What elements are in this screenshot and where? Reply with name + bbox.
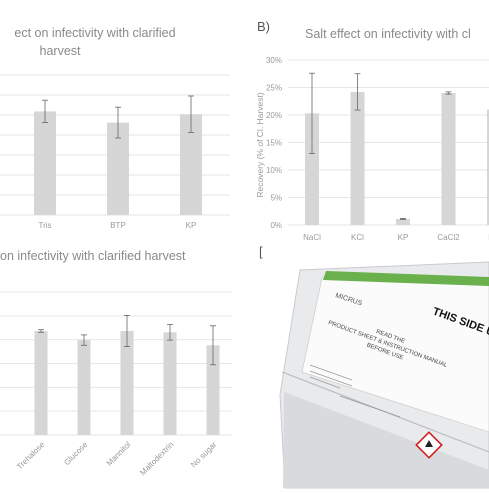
panel-b-ytick-label: 20% <box>266 111 282 120</box>
panel-c-chart: on infectivity with clarified harvest Tr… <box>0 249 232 477</box>
panel-a-category-label: BTP <box>110 221 126 230</box>
panel-c-bar <box>163 332 177 435</box>
panel-a-title-line1: ect on infectivity with clarified <box>14 26 175 40</box>
panel-c-category-label: Trehalose <box>15 440 47 472</box>
panel-a-bar <box>180 114 202 215</box>
panel-b-ytick-label: 30% <box>266 56 282 65</box>
panel-a-marks: Tris BTP KP <box>34 95 202 230</box>
box-address-text <box>309 364 401 418</box>
panel-d-letter: [ <box>259 244 263 259</box>
panel-b-bar <box>487 109 489 225</box>
panel-b-bar <box>350 91 365 226</box>
panel-b-ytick-label: 15% <box>266 139 282 148</box>
panel-b-bar <box>396 218 410 225</box>
panel-c-category-label: Maltodextrin <box>138 440 175 477</box>
panel-b-ytick-label: 25% <box>266 84 282 93</box>
panel-b-marks: 0%5%10%15%20%25%30%NaClKClKPCaCl2NH <box>266 56 489 242</box>
panel-b-category-label: KP <box>398 233 409 242</box>
panel-a-chart: ect on infectivity with clarified harves… <box>0 26 230 230</box>
panel-b-ylabel: Recovery (% of Cl. Harvest) <box>255 92 265 197</box>
panel-b-bar <box>305 113 319 225</box>
panel-c-title: on infectivity with clarified harvest <box>0 249 186 263</box>
panel-d-product-photo: [ MICRUS THIS SIDE U READ THE PRODUCT SH… <box>259 244 489 489</box>
panel-a-category-label: KP <box>186 221 197 230</box>
panel-a-bar <box>34 111 56 215</box>
panel-c-bar <box>206 345 220 435</box>
panel-c-category-label: Mannitol <box>105 440 133 468</box>
panel-c-category-label: No sugar <box>189 440 219 470</box>
panel-a-title-line2: harvest <box>40 44 82 58</box>
panel-b-chart: B) Salt effect on infectivity with cl Re… <box>255 19 489 242</box>
panel-b-bar <box>441 93 456 225</box>
panel-b-category-label: NaCl <box>303 233 321 242</box>
panel-c-bar <box>77 340 91 435</box>
panel-b-ytick-label: 10% <box>266 166 282 175</box>
panel-b-title: Salt effect on infectivity with cl <box>305 27 471 41</box>
panel-c-bar <box>120 331 134 435</box>
box-front-side <box>283 392 489 488</box>
panel-b-category-label: KCl <box>351 233 364 242</box>
box-green-stripe <box>323 271 489 286</box>
panel-b-letter: B) <box>257 19 270 34</box>
panel-a-bar <box>107 122 129 215</box>
panel-a-category-label: Tris <box>38 221 51 230</box>
panel-b-ytick-label: 0% <box>270 221 282 230</box>
hazard-symbol-icon <box>425 440 433 447</box>
panel-c-category-label: Glucose <box>62 440 90 468</box>
panel-b-ytick-label: 5% <box>270 194 282 203</box>
panel-c-bar <box>34 331 48 435</box>
panel-b-category-label: CaCl2 <box>437 233 460 242</box>
